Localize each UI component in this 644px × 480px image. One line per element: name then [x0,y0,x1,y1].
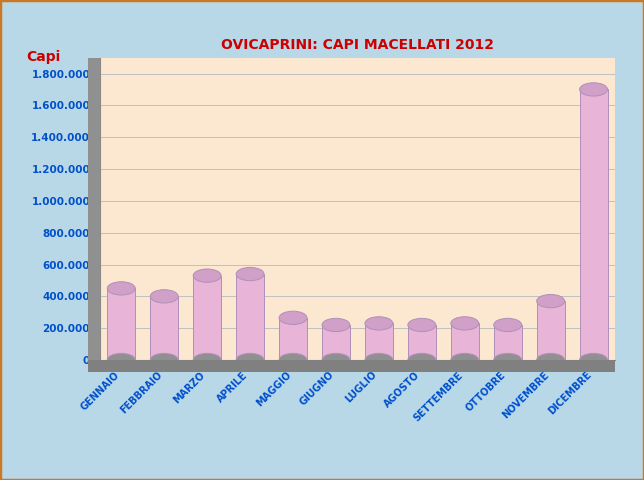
Ellipse shape [451,317,478,330]
Bar [580,89,607,360]
Bar [536,301,565,360]
Ellipse shape [451,353,478,367]
Bar [193,276,221,360]
Bar [365,324,393,360]
Bar [150,296,178,360]
Title: OVICAPRINI: CAPI MACELLATI 2012: OVICAPRINI: CAPI MACELLATI 2012 [221,38,494,52]
Ellipse shape [580,83,607,96]
Ellipse shape [536,353,565,367]
Ellipse shape [279,353,307,367]
Bar [236,274,264,360]
Ellipse shape [322,318,350,332]
Bar [108,288,135,360]
Ellipse shape [108,353,135,367]
Ellipse shape [236,267,264,281]
Bar [408,325,436,360]
Ellipse shape [108,282,135,295]
Text: Capi: Capi [26,50,60,64]
Bar [494,325,522,360]
Bar [322,325,350,360]
Ellipse shape [580,353,607,367]
Bar [279,318,307,360]
Ellipse shape [494,318,522,332]
Ellipse shape [322,353,350,367]
Ellipse shape [365,317,393,330]
Ellipse shape [236,353,264,367]
Ellipse shape [408,353,436,367]
Ellipse shape [494,353,522,367]
Ellipse shape [193,353,221,367]
Ellipse shape [408,318,436,332]
Ellipse shape [150,353,178,367]
Ellipse shape [150,290,178,303]
Ellipse shape [365,353,393,367]
Bar [451,324,478,360]
Ellipse shape [536,294,565,308]
Ellipse shape [279,311,307,324]
Ellipse shape [193,269,221,282]
